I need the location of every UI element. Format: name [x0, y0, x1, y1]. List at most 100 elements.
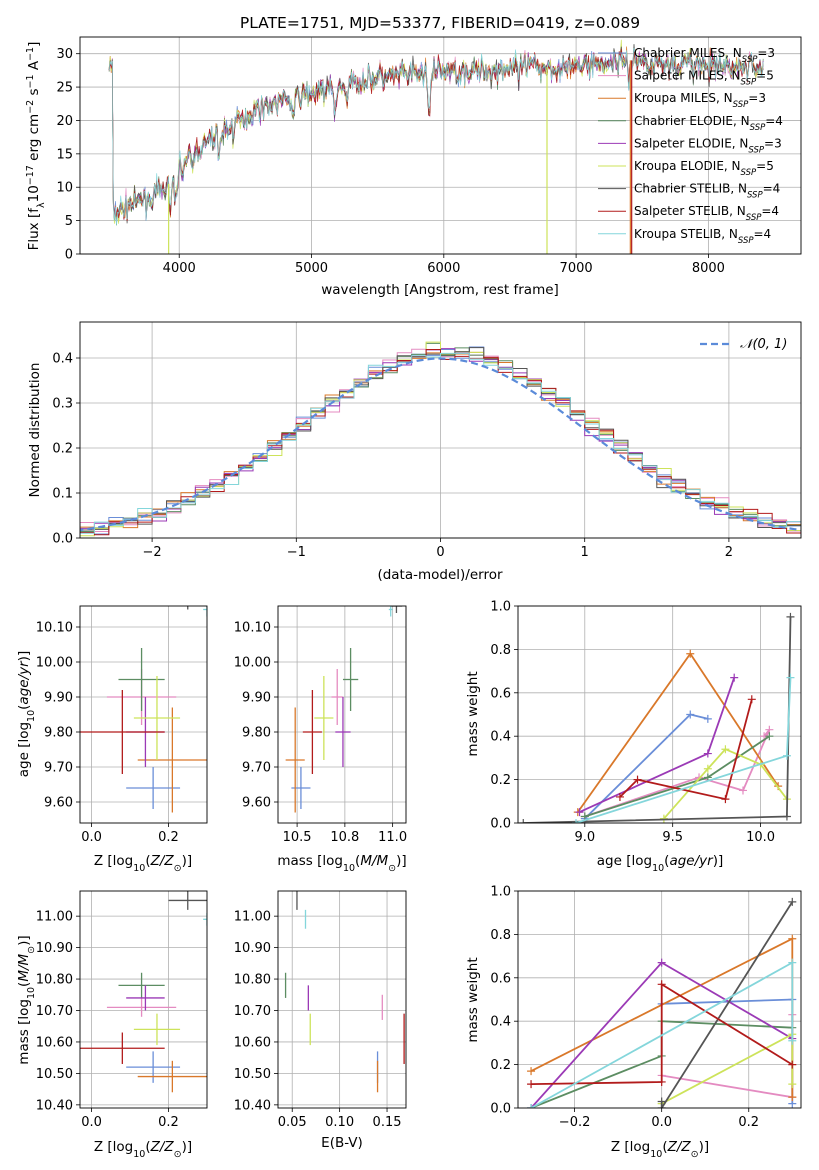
legend-sub: SSP: [741, 78, 757, 88]
y-tick-label: 0.2: [490, 1058, 511, 1073]
label-part: ⊙: [174, 1149, 182, 1160]
weight-marker: [786, 673, 795, 682]
label-part: 10: [26, 710, 37, 722]
y-tick-label: 30: [56, 47, 73, 62]
y-tick-label: 0.2: [490, 773, 511, 788]
x-tick-label: 10.0: [746, 830, 775, 845]
y-tick-label: 25: [56, 81, 73, 96]
weight-line: [531, 982, 793, 1085]
label-part: (: [145, 1139, 150, 1155]
weight_vs_age-plot-area: [519, 612, 795, 823]
y-axis-label: mass weight: [465, 957, 481, 1042]
legend-label: Salpeter ELODIE, N: [634, 136, 748, 150]
y-tick-label: 0.6: [490, 971, 511, 986]
x-tick-label: 6000: [427, 261, 460, 276]
label-part: Z/Z: [150, 853, 175, 869]
x-tick-label: 2: [725, 545, 733, 560]
label-part: Z [log: [94, 1139, 133, 1155]
x-tick-label: −2: [143, 545, 162, 560]
x-tick-label: 0.05: [278, 1115, 307, 1130]
label-part: Z [log: [611, 1139, 650, 1155]
legend-sub: SSP: [746, 213, 762, 223]
x-tick-label: 10.5: [283, 830, 312, 845]
legend-entry: Kroupa STELIB, NSSP=4: [634, 227, 771, 246]
axes-frame: [517, 605, 802, 824]
legend-entry: Salpeter MILES, NSSP=5: [634, 69, 774, 88]
label-part: M/M: [16, 953, 32, 981]
label-part: )]: [396, 853, 407, 869]
weight-marker: [788, 897, 797, 906]
x-tick-label: 8000: [692, 261, 725, 276]
legend-entry: Kroupa ELODIE, NSSP=5: [634, 159, 774, 178]
x-axis-label: Z [log10(Z/Z⊙)]: [611, 1139, 709, 1160]
y-tick-label: 0.4: [52, 352, 73, 367]
label-part: )]: [182, 1139, 193, 1155]
weight-marker: [703, 749, 712, 758]
y-tick-label: 5: [65, 214, 73, 229]
y-tick-label: 10.40: [36, 1098, 73, 1113]
label-part: ⊙: [388, 863, 396, 874]
legend-sub: SSP: [750, 123, 766, 133]
weight-marker: [657, 1077, 666, 1086]
legend-suffix: =4: [754, 227, 772, 241]
legend-suffix: =4: [765, 114, 783, 128]
weight-marker: [686, 649, 695, 658]
y-tick-label: 9.90: [242, 691, 271, 706]
label-part: 10: [343, 863, 355, 874]
y-tick-label: 10.80: [36, 973, 73, 988]
spectrum-plot-area: [108, 39, 764, 254]
label-part: )]: [16, 651, 32, 662]
weight-marker: [721, 745, 730, 754]
weight-marker: [721, 795, 730, 804]
label-part: Z [log: [94, 853, 133, 869]
y-tick-label: 0.2: [52, 442, 73, 457]
mass_vs_Z-plot-area: [80, 891, 207, 1093]
y-tick-label: 10.40: [234, 1098, 271, 1113]
label-part: M/M: [360, 853, 388, 869]
label-part: Z/Z: [150, 1139, 175, 1155]
axes-frame: [277, 890, 407, 1109]
y-axis-label: Flux [fλ10−17 erg cm−2 s−1 A−1]: [25, 42, 47, 251]
weight_vs_age-axes: 9.0 9.5 10.0 0.0 0.2 0.4 0.6 0.8 1.0: [490, 600, 802, 845]
y-tick-label: 0.0: [490, 1102, 511, 1117]
legend-label: Kroupa ELODIE, N: [634, 159, 741, 173]
y-tick-label: 0: [65, 248, 73, 263]
label-part: age [log: [597, 853, 652, 869]
legend-suffix: =5: [756, 69, 774, 83]
x-tick-label: 0: [436, 545, 444, 560]
y-tick-label: 0.6: [490, 686, 511, 701]
label-part: ⊙: [691, 1149, 699, 1160]
label-part: ]: [26, 42, 42, 47]
y-tick-label: 0.0: [52, 532, 73, 547]
normal-curve: [80, 357, 801, 532]
figure-title: PLATE=1751, MJD=53377, FIBERID=0419, z=0…: [240, 14, 640, 32]
label-part: )]: [713, 853, 724, 869]
histogram-step: [80, 352, 801, 537]
weight-marker: [615, 792, 624, 801]
age_vs_Z-plot-area: [80, 606, 207, 813]
weight-marker: [657, 980, 666, 989]
label-part: (: [145, 853, 150, 869]
weight-marker: [788, 1060, 797, 1069]
label-part: 10: [650, 1149, 662, 1160]
weight-marker: [788, 958, 797, 967]
x-axis-label: wavelength [Angstrom, rest frame]: [321, 282, 559, 298]
mass_vs_ebv-plot-area: [284, 891, 405, 1093]
y-tick-label: 10.10: [36, 621, 73, 636]
legend-suffix: =4: [761, 204, 779, 218]
legend-sub: SSP: [748, 145, 764, 155]
x-tick-label: 0.2: [738, 1115, 759, 1130]
weight-marker: [703, 714, 712, 723]
weight-marker: [703, 764, 712, 773]
age_vs_Z-axes: 0.0 0.2 9.60 9.70 9.80 9.90 10.00 10.10: [36, 605, 208, 845]
label-part: 10: [26, 987, 37, 999]
axes-frame: [79, 36, 802, 255]
residuals-plot-area: [80, 341, 801, 537]
label-part: (: [662, 1139, 667, 1155]
y-tick-label: 10.80: [234, 973, 271, 988]
label-part: mass [log: [277, 853, 343, 869]
x-axis-label: (data-model)/error: [377, 567, 503, 583]
legend-label: Kroupa MILES, N: [634, 91, 733, 105]
y-tick-label: 1.0: [490, 600, 511, 615]
